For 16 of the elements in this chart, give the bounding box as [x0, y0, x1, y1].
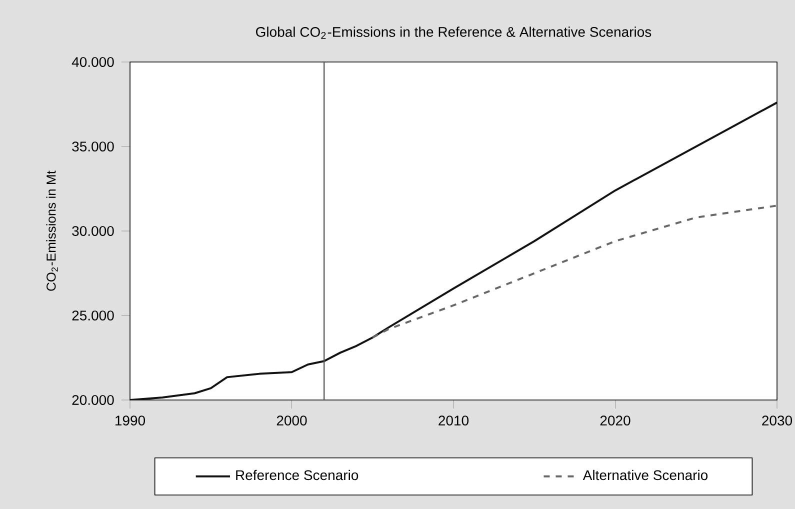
- y-tick-label: 20.000: [72, 395, 114, 405]
- legend-label: Alternative Scenario: [582, 470, 708, 480]
- y-tick-label: 25.000: [72, 310, 114, 320]
- x-tick-label: 2010: [438, 416, 469, 426]
- y-axis-title: CO$_{2}$-Emissions in Mt: [46, 170, 58, 291]
- chart-title: Global CO$_{2}$-Emissions in the Reference & Alternative Scenarios: [256, 26, 652, 39]
- legend-label: Reference Scenario: [236, 470, 358, 480]
- x-tick-label: 1990: [116, 416, 146, 426]
- y-tick-label: 35.000: [72, 142, 114, 152]
- y-tick-label: 30.000: [72, 226, 114, 236]
- line-series: [130, 102, 778, 400]
- x-tick-label: 2020: [600, 416, 630, 426]
- x-tick-label: 2000: [276, 416, 307, 426]
- line-series: [372, 204, 778, 338]
- y-tick-label: 40.000: [72, 57, 114, 67]
- x-tick-label: 2030: [762, 416, 792, 426]
